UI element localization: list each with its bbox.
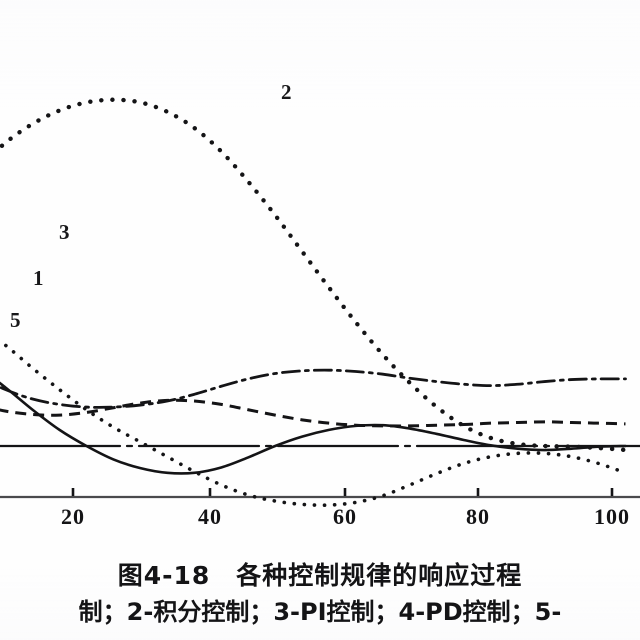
curve-label-5: 5 <box>10 308 21 332</box>
curve-label-3: 3 <box>59 220 70 244</box>
figure-number: 图4-18 <box>117 561 211 590</box>
figure-caption: 图4-18 各种控制规律的响应过程 <box>0 556 640 592</box>
response-curves-plot <box>0 97 640 507</box>
curve-5 <box>0 368 627 409</box>
curve-label-2: 2 <box>281 80 292 104</box>
figure-title: 各种控制规律的响应过程 <box>236 561 523 590</box>
curve-2 <box>0 97 628 453</box>
x-tick-label-60: 60 <box>333 504 357 529</box>
x-tick-label-20: 20 <box>61 504 85 529</box>
plot-svg <box>0 97 640 507</box>
curve-1 <box>0 381 627 475</box>
x-tick-label-80: 80 <box>466 504 490 529</box>
x-tick-label-40: 40 <box>198 504 222 529</box>
x-tick-label-100: 100 <box>594 504 630 529</box>
figure-legend-line: 制；2-积分控制；3-PI控制；4-PD控制；5- <box>78 598 562 626</box>
curve-3 <box>0 338 628 507</box>
curve-4 <box>0 398 626 428</box>
x-axis <box>0 488 640 499</box>
curve-label-1: 1 <box>33 266 44 290</box>
